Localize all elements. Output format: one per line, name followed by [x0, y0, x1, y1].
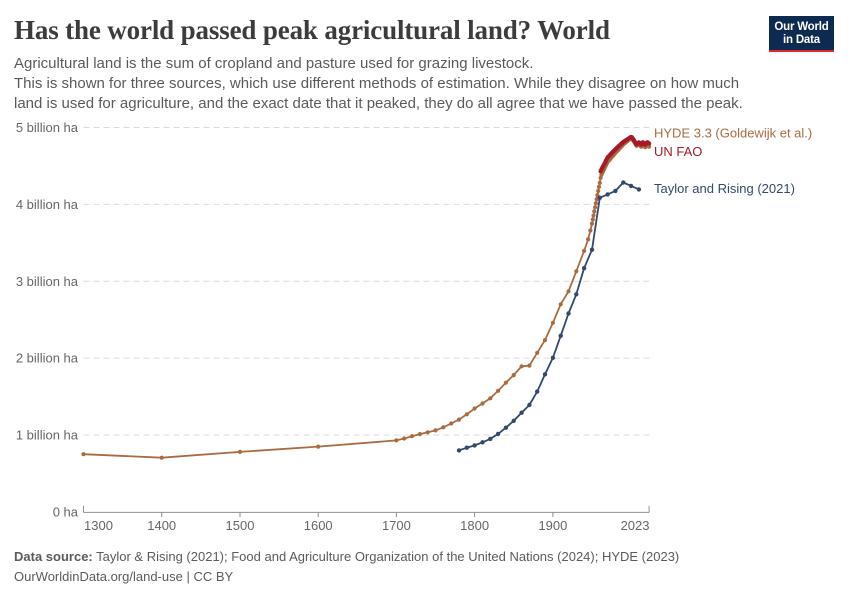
- svg-text:3 billion ha: 3 billion ha: [16, 274, 79, 289]
- svg-text:1300: 1300: [84, 518, 113, 533]
- svg-text:5 billion ha: 5 billion ha: [16, 120, 79, 135]
- svg-text:UN FAO: UN FAO: [654, 144, 702, 159]
- svg-text:1800: 1800: [460, 518, 489, 533]
- svg-text:1700: 1700: [382, 518, 411, 533]
- svg-text:1900: 1900: [538, 518, 567, 533]
- svg-text:Taylor and Rising (2021): Taylor and Rising (2021): [654, 181, 795, 196]
- svg-text:2 billion ha: 2 billion ha: [16, 351, 79, 366]
- svg-text:2023: 2023: [621, 518, 650, 533]
- svg-text:HYDE 3.3 (Goldewijk et al.): HYDE 3.3 (Goldewijk et al.): [654, 126, 812, 141]
- svg-text:1600: 1600: [304, 518, 333, 533]
- svg-text:1500: 1500: [226, 518, 255, 533]
- svg-text:1 billion ha: 1 billion ha: [16, 428, 79, 443]
- svg-text:1400: 1400: [147, 518, 176, 533]
- svg-text:4 billion ha: 4 billion ha: [16, 197, 79, 212]
- svg-text:0 ha: 0 ha: [53, 504, 79, 519]
